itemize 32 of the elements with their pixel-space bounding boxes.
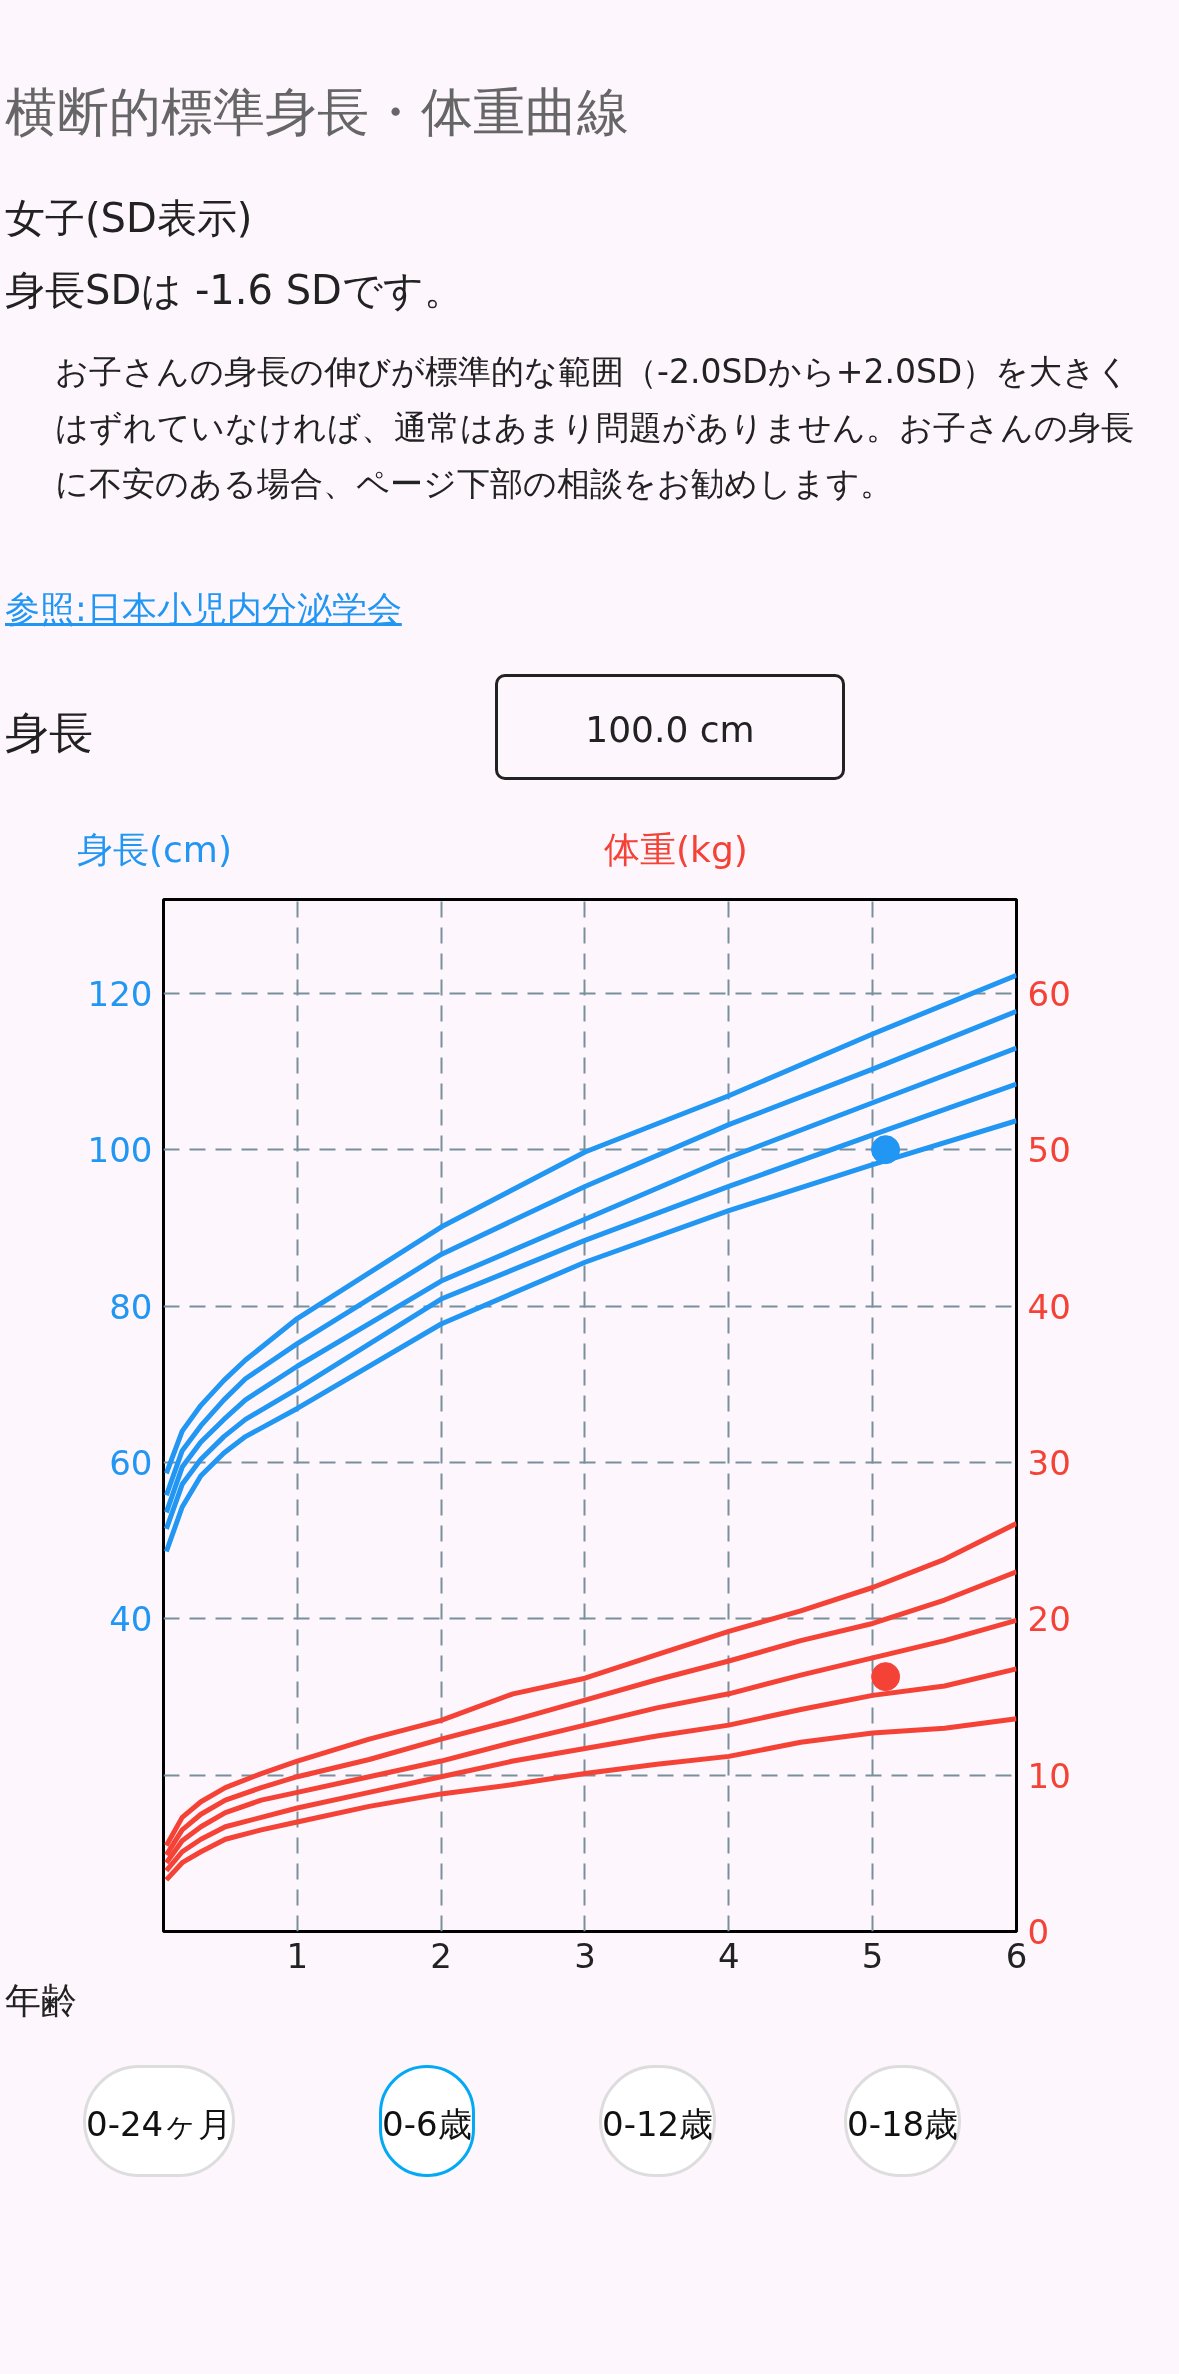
x-tick-label: 6: [1005, 1935, 1028, 1976]
x-tick-label: 1: [286, 1935, 309, 1976]
y2-tick-label: 40: [1027, 1286, 1071, 1327]
x-tick-label: 3: [574, 1935, 596, 1976]
y-tick-label: 60: [109, 1442, 153, 1483]
text: 0-18歳: [844, 2065, 962, 2177]
text: 身長SDは -1.6 SDです。: [5, 266, 464, 315]
text: 0-24ヶ月: [83, 2065, 236, 2177]
x-tick-label: 4: [717, 1935, 740, 1976]
x-tick-label: 2: [430, 1935, 452, 1976]
text: 参照:日本小児内分泌学会: [5, 588, 402, 631]
y-tick-label: 80: [109, 1286, 153, 1327]
y2-axis-title: 体重(kg): [604, 828, 749, 872]
y2-tick-label: 0: [1027, 1912, 1050, 1952]
y2-tick-label: 50: [1027, 1130, 1071, 1171]
y-axis-title: 身長(cm): [76, 828, 232, 872]
chart-title: 横断的標準身長・体重曲線: [5, 81, 629, 144]
y2-tick-label: 60: [1027, 973, 1071, 1014]
text: お子さんの身長の伸びが標準的な範囲（-2.0SDから+2.0SD）を大きくはずれていなければ、通常はあまり問題がありません。お子さんの身長に不安のある場合、ページ下部の相談をお勧めします。: [54, 351, 1135, 505]
text: 100.0 cm: [495, 674, 845, 780]
text: 0-12歳: [599, 2065, 717, 2177]
text: 0-6歳: [379, 2065, 475, 2177]
x-axis-title: 年齢: [5, 1979, 78, 2023]
y2-tick-label: 10: [1027, 1755, 1071, 1796]
y2-tick-label: 30: [1027, 1442, 1071, 1483]
chart-subtitle: 女子(SD表示): [5, 194, 253, 243]
y-tick-label: 100: [87, 1130, 153, 1171]
y2-tick-label: 20: [1027, 1599, 1071, 1640]
y-tick-label: 40: [109, 1599, 153, 1640]
y-tick-label: 120: [87, 973, 153, 1014]
x-tick-label: 5: [861, 1935, 884, 1976]
text: 身長: [5, 706, 94, 760]
